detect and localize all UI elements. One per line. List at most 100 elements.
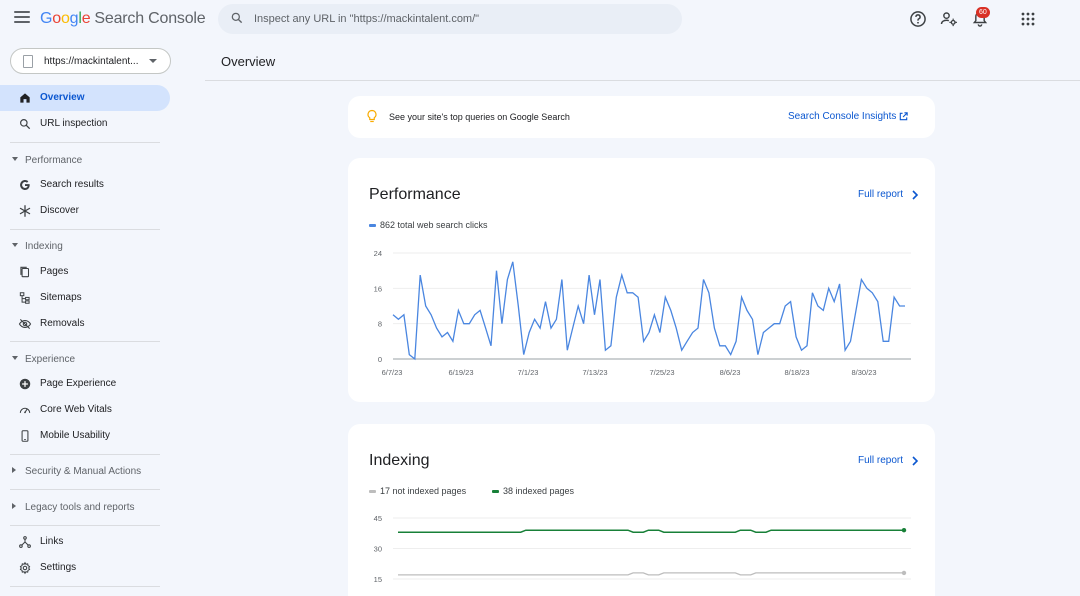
- legend-swatch: [369, 224, 376, 228]
- sidebar-divider: [10, 454, 160, 455]
- expand-arrow-icon: [12, 503, 16, 509]
- insights-card: See your site's top queries on Google Se…: [348, 96, 935, 138]
- sidebar-item-label: Links: [40, 536, 64, 547]
- open-in-new-icon[interactable]: [898, 111, 909, 122]
- manage-users-icon[interactable]: [939, 9, 959, 29]
- chevron-right-icon[interactable]: [911, 456, 919, 466]
- indexing-title: Indexing: [369, 452, 430, 469]
- x-tick-label: 8/18/23: [784, 368, 809, 377]
- legend-label: 38 indexed pages: [503, 486, 575, 496]
- collapse-arrow-icon: [12, 356, 18, 360]
- section-experience[interactable]: Experience: [0, 348, 170, 370]
- indexing-card: Indexing Full report 17 not indexed page…: [348, 424, 935, 596]
- sidebar-item-overview[interactable]: Overview: [0, 85, 170, 111]
- y-tick-label: 8: [378, 320, 382, 329]
- sidebar-item-removals[interactable]: Removals: [0, 311, 170, 337]
- dropdown-caret-icon: [149, 59, 157, 63]
- section-performance[interactable]: Performance: [0, 149, 170, 171]
- logo-letter: o: [52, 10, 61, 27]
- legend-label: 17 not indexed pages: [380, 486, 467, 496]
- section-indexing[interactable]: Indexing: [0, 235, 170, 257]
- plus-circle-icon: [19, 378, 31, 390]
- x-tick-label: 7/13/23: [582, 368, 607, 377]
- performance-title: Performance: [369, 186, 461, 203]
- x-tick-label: 8/6/23: [720, 368, 741, 377]
- search-input[interactable]: [254, 4, 674, 34]
- y-tick-label: 30: [374, 545, 382, 554]
- indexing-full-report-link[interactable]: Full report: [858, 455, 904, 466]
- section-title: Legacy tools and reports: [25, 502, 135, 513]
- clicks-legend[interactable]: 862 total web search clicks: [369, 220, 488, 230]
- sidebar-item-search-results[interactable]: Search results: [0, 172, 170, 198]
- sidebar-item-label: Removals: [40, 318, 85, 329]
- menu-icon[interactable]: [14, 11, 30, 25]
- url-inspection-search[interactable]: [218, 4, 682, 34]
- sidebar-item-links[interactable]: Links: [0, 529, 170, 555]
- clicks-chart: 0 8 16 24 6/7/23 6/19/23 7/1/23 7/13/23 7/25/23 8…: [374, 249, 911, 377]
- asterisk-icon: [19, 205, 31, 217]
- sidebar-item-label: Search results: [40, 179, 104, 190]
- sidebar-item-label: Pages: [40, 266, 69, 277]
- series-end-point: [901, 570, 907, 576]
- not-indexed-legend[interactable]: 17 not indexed pages: [369, 486, 466, 496]
- notification-badge: 60: [976, 7, 990, 18]
- performance-full-report-link[interactable]: Full report: [858, 189, 904, 200]
- google-g-icon: [20, 180, 30, 190]
- legend-label: 862 total web search clicks: [380, 220, 488, 230]
- x-tick-label: 6/19/23: [448, 368, 473, 377]
- section-security[interactable]: Security & Manual Actions: [0, 460, 170, 482]
- property-url: https://mackintalent...: [44, 56, 139, 67]
- help-icon[interactable]: [908, 9, 928, 29]
- sidebar-item-settings[interactable]: Settings: [0, 555, 170, 581]
- gauge-icon: [19, 407, 31, 414]
- product-name: Search Console: [94, 10, 206, 27]
- sidebar-item-sitemaps[interactable]: Sitemaps: [0, 285, 170, 311]
- sidebar-item-url-inspection[interactable]: URL inspection: [0, 111, 170, 137]
- sidebar-item-label: Settings: [40, 562, 77, 573]
- y-tick-label: 15: [374, 575, 382, 584]
- search-console-insights-link[interactable]: Search Console Insights: [788, 111, 897, 122]
- sidebar-divider: [10, 229, 160, 230]
- header-divider: [205, 80, 1080, 81]
- section-title: Indexing: [25, 241, 63, 252]
- sidebar-item-core-web-vitals[interactable]: Core Web Vitals: [0, 397, 170, 423]
- sidebar-item-label: Page Experience: [40, 378, 117, 389]
- google-wordmark: Google: [40, 10, 91, 27]
- collapse-arrow-icon: [12, 157, 18, 161]
- y-tick-label: 16: [374, 284, 382, 293]
- sidebar-divider: [10, 142, 160, 143]
- apps-grid-icon[interactable]: [1018, 9, 1038, 29]
- sidebar-item-pages[interactable]: Pages: [0, 259, 170, 285]
- legend-swatch: [492, 490, 499, 494]
- section-legacy-tools[interactable]: Legacy tools and reports: [0, 496, 170, 518]
- removals-icon: [18, 318, 32, 330]
- expand-arrow-icon: [12, 467, 16, 473]
- x-tick-label: 7/25/23: [649, 368, 674, 377]
- y-tick-label: 45: [374, 514, 382, 523]
- collapse-arrow-icon: [12, 243, 18, 247]
- links-icon: [19, 536, 31, 548]
- search-icon: [231, 12, 243, 24]
- sidebar-item-label: Core Web Vitals: [40, 404, 112, 415]
- not-indexed-series-line: [398, 572, 904, 576]
- document-icon: [23, 55, 33, 68]
- y-tick-label: 0: [378, 355, 382, 364]
- sidebar-item-label: Mobile Usability: [40, 430, 111, 441]
- section-title: Experience: [25, 354, 76, 365]
- pages-icon: [20, 266, 30, 278]
- sidebar-item-discover[interactable]: Discover: [0, 198, 170, 224]
- property-selector[interactable]: https://mackintalent...: [10, 48, 171, 74]
- sitemap-icon: [19, 292, 30, 304]
- legend-swatch: [369, 490, 376, 494]
- chevron-right-icon[interactable]: [911, 190, 919, 200]
- insights-text: See your site's top queries on Google Se…: [389, 112, 570, 122]
- sidebar-item-mobile-usability[interactable]: Mobile Usability: [0, 423, 170, 449]
- sidebar-item-page-experience[interactable]: Page Experience: [0, 371, 170, 397]
- sidebar-item-label: Overview: [40, 92, 85, 103]
- sidebar-divider: [10, 489, 160, 490]
- indexed-legend[interactable]: 38 indexed pages: [492, 486, 574, 496]
- logo-letter: e: [81, 10, 91, 27]
- gear-icon: [19, 561, 31, 575]
- product-logo[interactable]: Google Search Console: [40, 10, 206, 28]
